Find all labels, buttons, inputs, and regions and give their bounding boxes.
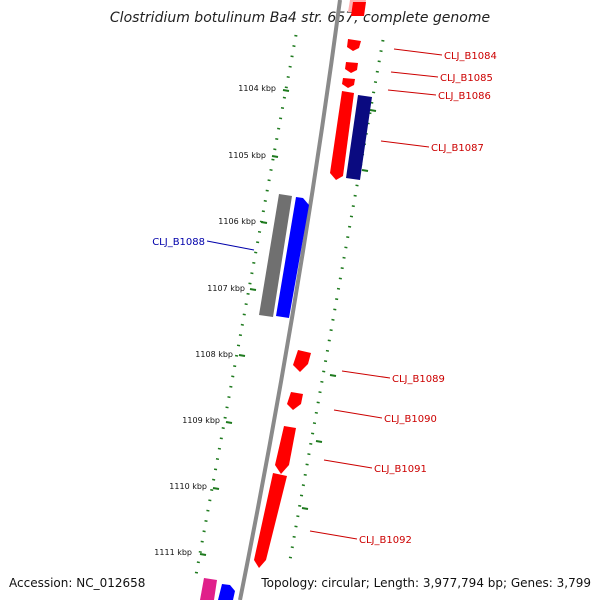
gene-feature xyxy=(218,584,235,600)
gene-feature xyxy=(275,426,296,474)
gene-label-clj-b1090: CLJ_B1090 xyxy=(384,414,437,425)
gene-feature xyxy=(293,350,311,372)
map-title: Clostridium botulinum Ba4 str. 657, comp… xyxy=(110,10,490,26)
gene-features xyxy=(200,0,372,600)
gene-feature xyxy=(276,197,309,318)
tick-label: 1105 kbp xyxy=(228,151,266,160)
gene-label-clj-b1091: CLJ_B1091 xyxy=(374,464,427,475)
gene-feature xyxy=(351,2,366,16)
tick-label: 1107 kbp xyxy=(207,284,245,293)
gene-label-clj-b1092: CLJ_B1092 xyxy=(359,535,412,546)
tick-label: 1110 kbp xyxy=(169,482,207,491)
tick-label: 1111 kbp xyxy=(154,548,192,557)
gene-label-clj-b1087: CLJ_B1087 xyxy=(431,143,484,154)
gene-label-clj-b1084: CLJ_B1084 xyxy=(444,51,497,62)
gene-label-clj-b1089: CLJ_B1089 xyxy=(392,374,445,385)
accession-text: Accession: NC_012658 xyxy=(9,576,145,590)
gene-feature xyxy=(347,39,361,51)
gene-feature xyxy=(200,578,217,600)
tick-marks xyxy=(199,89,377,556)
genome-backbone xyxy=(238,0,342,600)
tick-label: 1108 kbp xyxy=(195,350,233,359)
tick-label: 1106 kbp xyxy=(218,217,256,226)
genome-summary-text: Topology: circular; Length: 3,977,794 bp… xyxy=(260,576,591,590)
gene-label-clj-b1085: CLJ_B1085 xyxy=(440,73,493,84)
gene-label-clj-b1088: CLJ_B1088 xyxy=(152,237,205,248)
gene-labels: CLJ_B1084 CLJ_B1085 CLJ_B1086 CLJ_B1087 … xyxy=(152,51,497,546)
gene-feature xyxy=(346,95,372,180)
gene-feature xyxy=(330,91,354,180)
label-leaders xyxy=(206,48,443,540)
gene-feature xyxy=(345,62,358,73)
gene-feature xyxy=(254,473,287,568)
tick-label: 1104 kbp xyxy=(238,84,276,93)
gene-feature xyxy=(287,392,303,410)
tick-label: 1109 kbp xyxy=(182,416,220,425)
gene-feature xyxy=(342,78,355,88)
gene-feature xyxy=(259,194,292,317)
tick-labels: 1104 kbp 1105 kbp 1106 kbp 1107 kbp 1108… xyxy=(154,84,276,557)
gene-label-clj-b1086: CLJ_B1086 xyxy=(438,91,491,102)
